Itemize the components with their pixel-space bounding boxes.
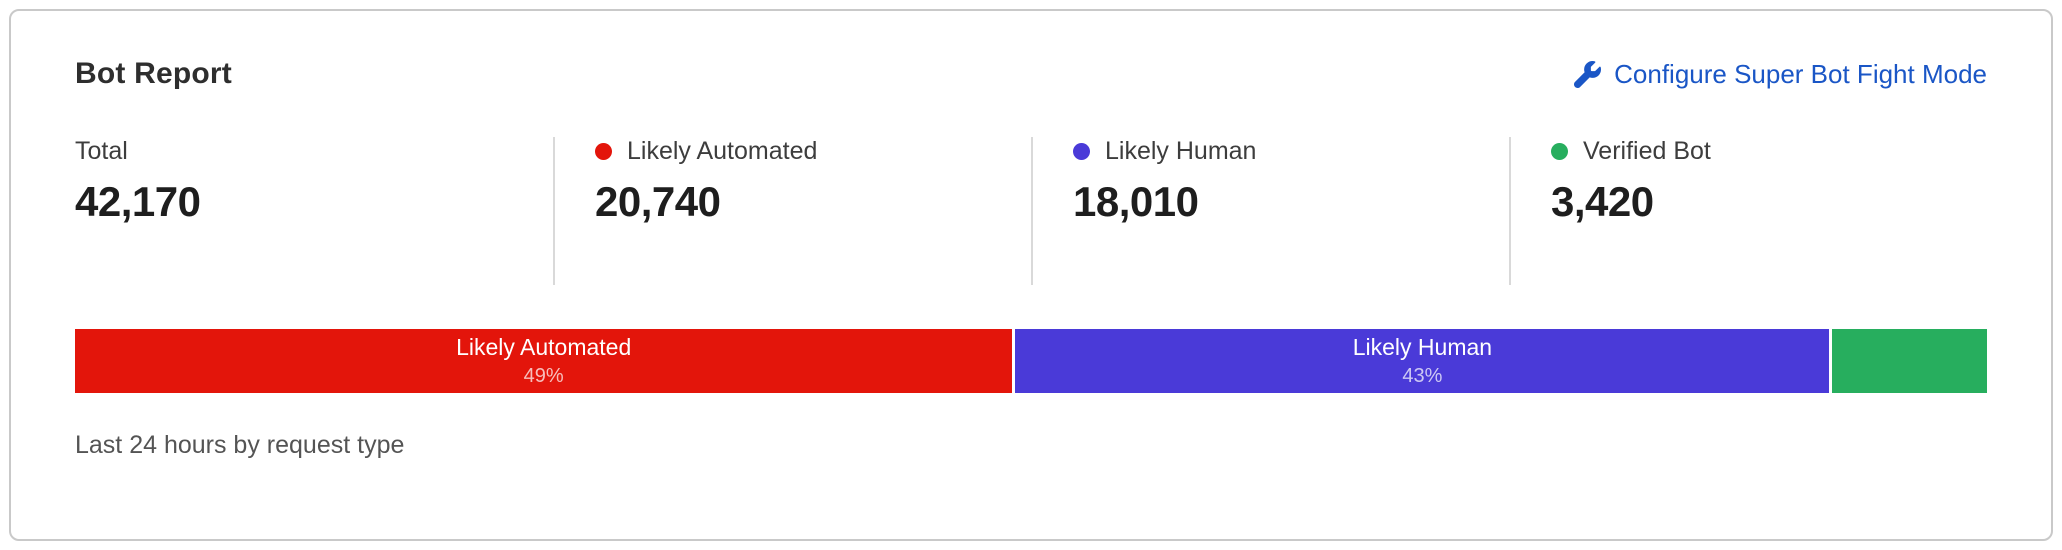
bar-segment-likely-human-pct: 43% bbox=[1402, 364, 1443, 387]
bar-segment-likely-automated-label: Likely Automated bbox=[456, 334, 632, 361]
time-range-caption: Last 24 hours by request type bbox=[75, 431, 405, 459]
stat-likely-automated-label: Likely Automated bbox=[627, 137, 818, 165]
bar-segment-likely-human: Likely Human 43% bbox=[1015, 329, 1830, 393]
bar-segment-likely-automated: Likely Automated 49% bbox=[75, 329, 1013, 393]
stats-row: Total 42,170 Likely Automated 20,740 Lik… bbox=[75, 137, 1987, 285]
page-title: Bot Report bbox=[75, 57, 232, 90]
stat-likely-human-value: 18,010 bbox=[1073, 178, 1199, 225]
stat-likely-automated: Likely Automated 20,740 bbox=[553, 137, 1031, 285]
stat-verified-bot-label: Verified Bot bbox=[1583, 137, 1711, 165]
verified-bot-dot-icon bbox=[1551, 143, 1568, 160]
request-type-stacked-bar: Likely Automated 49% Likely Human 43% bbox=[75, 329, 1987, 393]
stat-total: Total 42,170 bbox=[75, 137, 553, 285]
card-header: Bot Report Configure Super Bot Fight Mod… bbox=[75, 57, 1987, 91]
bar-segment-likely-automated-pct: 49% bbox=[523, 364, 564, 387]
bot-report-card: Bot Report Configure Super Bot Fight Mod… bbox=[9, 9, 2053, 541]
stat-likely-human-label: Likely Human bbox=[1105, 137, 1257, 165]
configure-link-label: Configure Super Bot Fight Mode bbox=[1614, 59, 1987, 89]
stat-likely-automated-value: 20,740 bbox=[595, 178, 721, 225]
stat-verified-bot-value: 3,420 bbox=[1551, 178, 1654, 225]
wrench-icon bbox=[1574, 61, 1602, 88]
stat-likely-human: Likely Human 18,010 bbox=[1031, 137, 1509, 285]
bar-segment-likely-human-label: Likely Human bbox=[1352, 334, 1493, 361]
stat-total-label: Total bbox=[75, 137, 128, 165]
stat-total-value: 42,170 bbox=[75, 178, 201, 225]
stat-verified-bot: Verified Bot 3,420 bbox=[1509, 137, 1987, 285]
likely-automated-dot-icon bbox=[595, 143, 612, 160]
configure-super-bot-fight-mode-link[interactable]: Configure Super Bot Fight Mode bbox=[1574, 59, 1987, 90]
bar-segment-verified-bot bbox=[1832, 329, 1987, 393]
likely-human-dot-icon bbox=[1073, 143, 1090, 160]
